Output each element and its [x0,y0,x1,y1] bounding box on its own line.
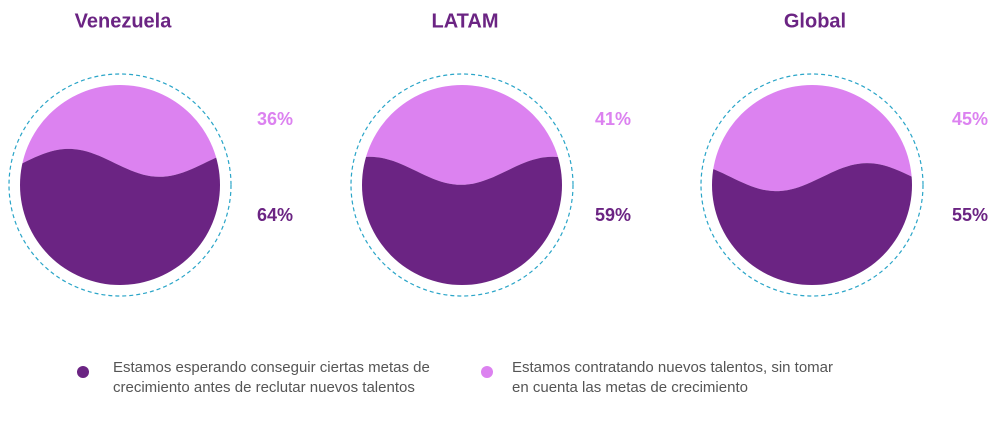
value-label: 41% [595,109,631,129]
chart-title: LATAM [431,10,498,32]
value-label: 64% [257,205,293,225]
legend-text: Estamos contratando nuevos talentos, sin… [512,359,834,396]
fill-lower [362,156,562,285]
dashed-ring [700,73,924,297]
chart-title: Venezuela [75,10,173,32]
legend-dot [481,366,493,378]
fill-lower [20,148,220,285]
chart: Venezuela 36% 64% LATAM 41% 59% Global 45% 55% [8,10,988,297]
value-label: 55% [952,205,988,225]
fill-lower [712,163,912,285]
dashed-ring [8,73,232,297]
dashed-ring [350,73,574,297]
legend-text: Estamos esperando conseguir ciertas meta… [113,359,430,396]
legend-dot [77,366,89,378]
chart-title: Global [784,10,846,32]
value-label: 45% [952,109,988,129]
value-label: 36% [257,109,293,129]
value-label: 59% [595,205,631,225]
